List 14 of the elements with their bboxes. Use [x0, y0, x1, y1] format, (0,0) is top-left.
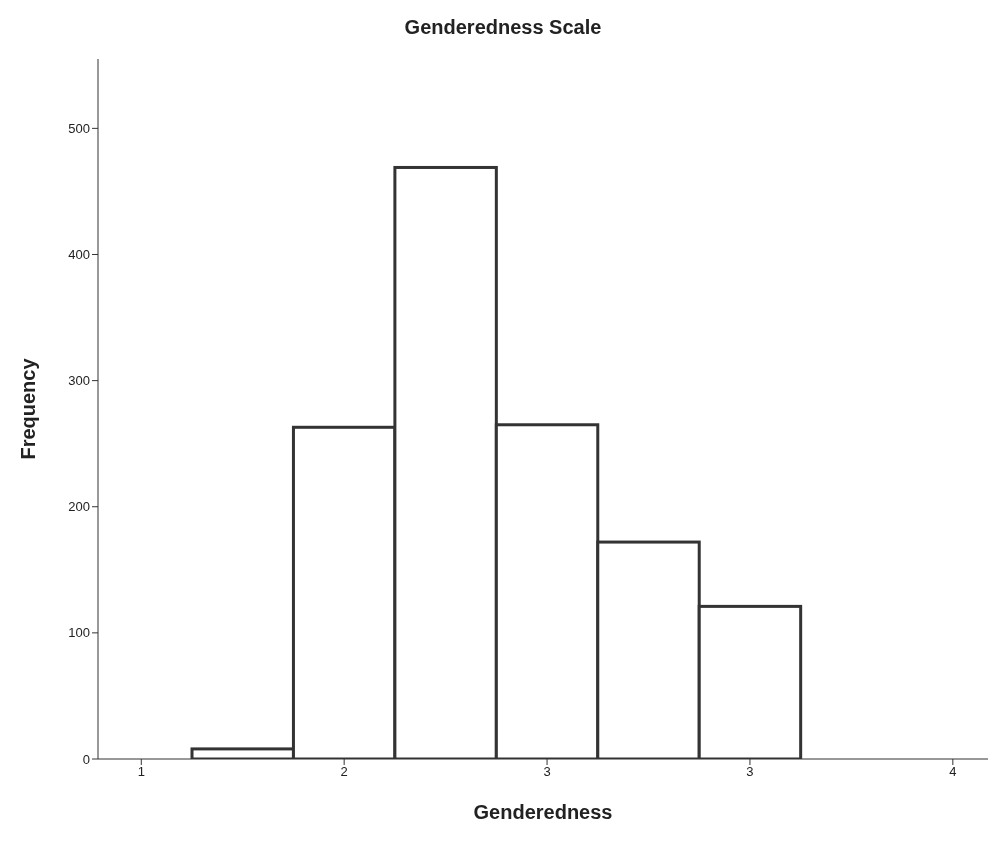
x-tick-label: 1 — [137, 764, 145, 780]
x-tick-label: 3 — [746, 764, 754, 780]
y-tick-label: 500 — [68, 120, 90, 136]
y-tick-label: 0 — [82, 751, 90, 767]
x-tick-label: 4 — [949, 764, 957, 780]
y-tick-label: 100 — [68, 625, 90, 641]
y-tick-label: 300 — [68, 373, 90, 389]
chart-title: Genderedness Scale — [403, 15, 603, 40]
x-axis-title: Genderedness — [473, 801, 613, 823]
y-tick-label: 400 — [68, 247, 90, 263]
y-axis-title: Frequency — [17, 357, 40, 460]
x-tick-label: 3 — [543, 764, 551, 780]
y-tick-label: 200 — [68, 499, 90, 515]
x-tick-label: 2 — [340, 764, 348, 780]
